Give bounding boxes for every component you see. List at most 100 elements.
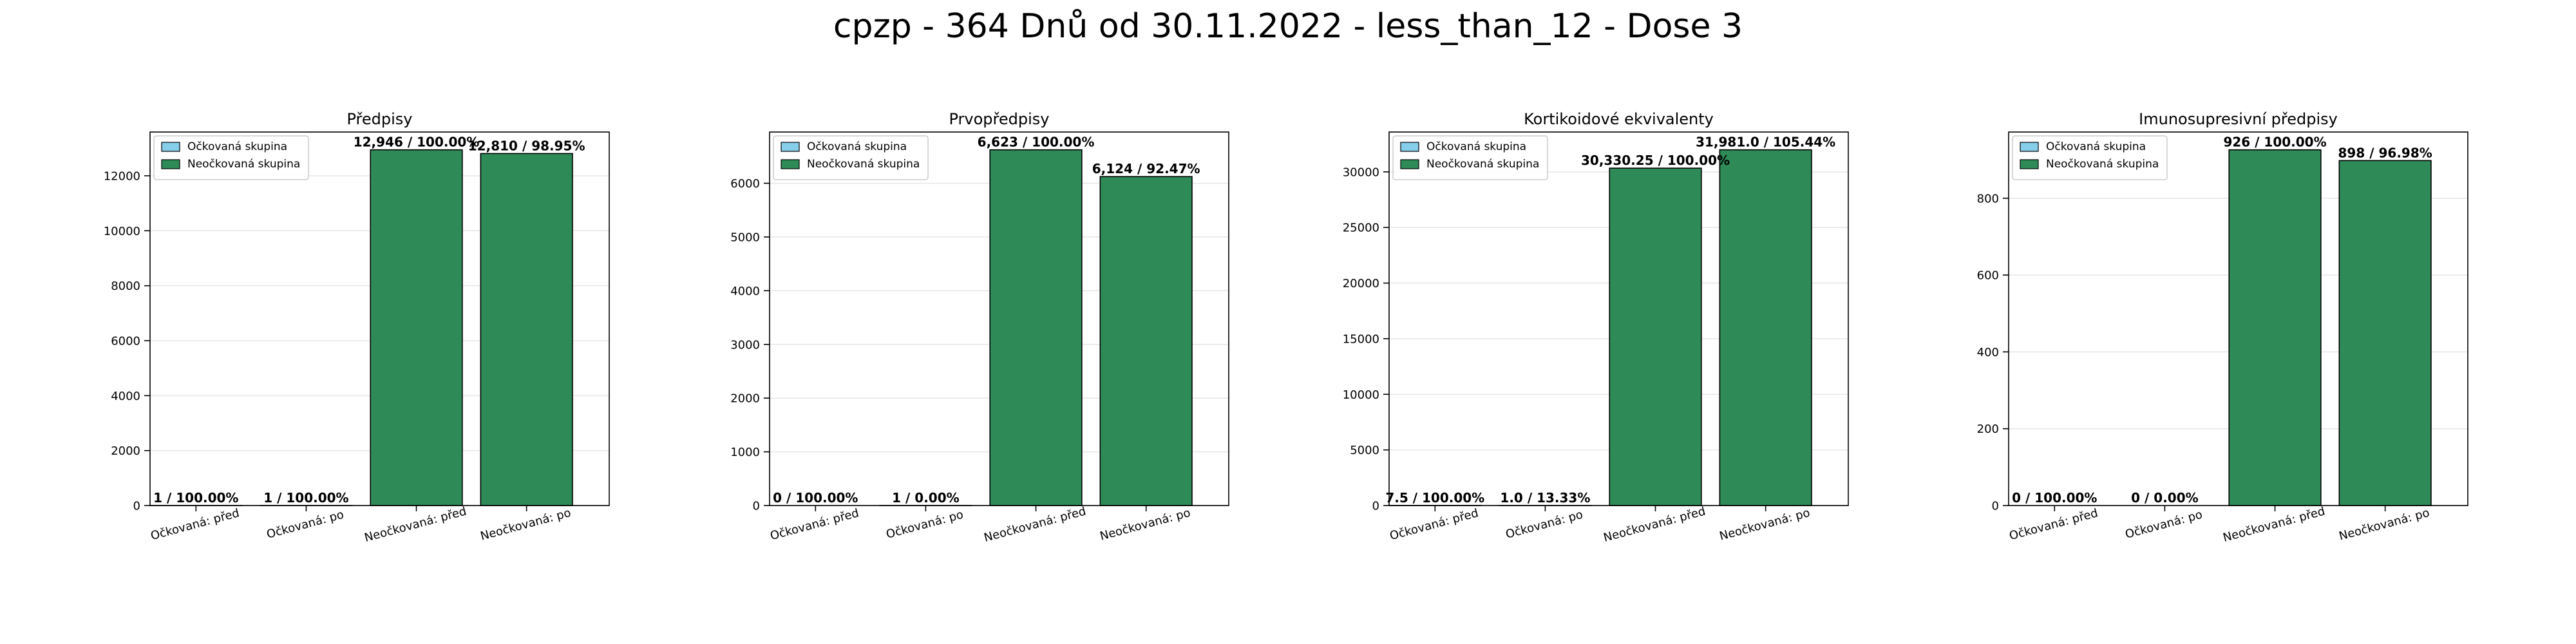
legend: Očkovaná skupina Neočkovaná skupina: [2012, 135, 2168, 180]
bar-value-label: 12,810 / 98.95%: [468, 138, 585, 153]
legend-swatch: [1400, 159, 1419, 169]
legend-swatch: [2020, 159, 2039, 169]
x-tick-label: Neočkovaná: před: [2222, 504, 2327, 544]
legend-label: Neočkovaná skupina: [807, 158, 920, 171]
y-tick-label: 800: [1977, 192, 1999, 205]
bar: [1719, 149, 1812, 506]
bar-value-label: 898 / 96.98%: [2338, 145, 2432, 160]
bar: [1099, 176, 1193, 506]
legend-swatch: [781, 142, 800, 152]
bar-value-label: 1 / 100.00%: [153, 490, 238, 506]
y-tick-label: 400: [1977, 346, 1999, 359]
x-tick-label: Neočkovaná: po: [1099, 506, 1192, 544]
chart-title: Kortikoidové ekvivalenty: [1524, 110, 1714, 128]
legend-label: Neočkovaná skupina: [2046, 158, 2159, 171]
x-tick-label: Neočkovaná: před: [363, 504, 468, 544]
y-tick-label: 10000: [1343, 388, 1379, 402]
y-tick-label: 8000: [111, 279, 140, 293]
y-tick-label: 6000: [730, 177, 760, 191]
legend-box: [773, 135, 929, 180]
y-tick-label: 0: [753, 500, 760, 513]
legend-label: Neočkovaná skupina: [1426, 158, 1539, 171]
chart-title: Imunosupresivní předpisy: [2139, 110, 2338, 128]
bar: [989, 149, 1083, 506]
chart-panel: 0 1000 2000 3000 4000 5000 6000 0 / 100.00% 1 / …: [730, 110, 1229, 545]
legend-box: [2012, 135, 2168, 180]
bar-value-label: 0 / 0.00%: [2131, 490, 2199, 506]
bar-value-label: 30,330.25 / 100.00%: [1581, 153, 1730, 168]
legend-swatch: [2020, 142, 2039, 152]
y-tick-label: 30000: [1343, 166, 1379, 179]
y-tick-label: 10000: [104, 225, 140, 238]
legend-label: Očkovaná skupina: [1426, 140, 1526, 153]
legend-label: Očkovaná skupina: [2046, 140, 2146, 153]
figure-title: cpzp - 364 Dnů od 30.11.2022 - less_than…: [833, 7, 1743, 46]
bar-value-label: 31,981.0 / 105.44%: [1696, 135, 1835, 150]
bar: [370, 149, 463, 506]
bar: [1609, 167, 1702, 506]
x-tick-label: Očkovaná: před: [149, 506, 241, 543]
y-tick-label: 200: [1977, 422, 1999, 436]
legend-box: [1392, 135, 1548, 180]
y-tick-label: 4000: [111, 390, 140, 403]
bar: [2228, 149, 2322, 506]
legend-swatch: [161, 142, 180, 152]
x-tick-label: Neočkovaná: po: [479, 506, 573, 544]
y-tick-label: 5000: [730, 231, 760, 244]
legend-label: Očkovaná skupina: [807, 140, 907, 153]
y-tick-label: 0: [1992, 500, 1999, 513]
x-tick-label: Neočkovaná: po: [2338, 506, 2431, 544]
chart-panel: 0 5000 10000 15000 20000 25000 30000 7.5 / 100.…: [1343, 110, 1849, 545]
y-tick-label: 2000: [730, 392, 760, 406]
chart-title: Prvopředpisy: [949, 110, 1050, 128]
axes-frame: [2008, 131, 2468, 506]
chart-panel: 0 2000 4000 6000 8000 10000 12000 1 / 100.00% 1 …: [104, 110, 610, 545]
bar-value-label: 7.5 / 100.00%: [1385, 490, 1484, 506]
y-tick-label: 6000: [111, 334, 140, 348]
legend: Očkovaná skupina Neočkovaná skupina: [773, 135, 929, 180]
y-tick-label: 0: [133, 500, 140, 513]
bar-value-label: 12,946 / 100.00%: [354, 135, 480, 150]
legend-swatch: [161, 159, 180, 169]
y-tick-label: 3000: [730, 338, 760, 352]
y-tick-label: 2000: [111, 444, 140, 458]
x-tick-label: Neočkovaná: před: [1602, 504, 1707, 544]
x-tick-label: Neočkovaná: před: [983, 504, 1088, 544]
x-tick-label: Očkovaná: po: [885, 508, 965, 542]
axes-frame: [149, 131, 610, 506]
x-tick-label: Očkovaná: po: [2124, 508, 2204, 542]
bar-value-label: 1.0 / 13.33%: [1500, 490, 1590, 506]
x-tick-label: Očkovaná: po: [1504, 508, 1584, 542]
x-tick-label: Neočkovaná: po: [1718, 506, 1812, 544]
x-tick-label: Očkovaná: před: [769, 506, 860, 543]
x-tick-label: Očkovaná: po: [265, 508, 345, 542]
y-tick-label: 20000: [1343, 277, 1379, 290]
legend-swatch: [1400, 142, 1419, 152]
bar-value-label: 0 / 100.00%: [2012, 490, 2097, 506]
y-tick-label: 12000: [104, 169, 140, 183]
bar-value-label: 1 / 100.00%: [263, 490, 348, 506]
axes-frame: [769, 131, 1229, 506]
x-tick-label: Očkovaná: před: [2008, 506, 2099, 543]
legend-box: [153, 135, 309, 180]
legend-swatch: [781, 159, 800, 169]
bar-value-label: 6,124 / 92.47%: [1092, 161, 1200, 176]
y-tick-label: 600: [1977, 269, 1999, 283]
chart-panel: 0 200 400 600 800 0 / 100.00% 0 / 0.00% 926 / 1…: [1977, 110, 2468, 545]
bar-value-label: 926 / 100.00%: [2223, 135, 2326, 150]
legend: Očkovaná skupina Neočkovaná skupina: [1392, 135, 1548, 180]
legend: Očkovaná skupina Neočkovaná skupina: [153, 135, 309, 180]
bar-value-label: 6,623 / 100.00%: [978, 135, 1095, 150]
y-tick-label: 0: [1372, 500, 1379, 513]
chart-title: Předpisy: [347, 110, 413, 128]
bar: [2338, 160, 2432, 506]
legend-label: Očkovaná skupina: [187, 140, 287, 153]
bar: [480, 153, 573, 506]
y-tick-label: 25000: [1343, 222, 1379, 235]
y-tick-label: 15000: [1343, 332, 1379, 346]
y-tick-label: 5000: [1350, 444, 1379, 457]
y-tick-label: 1000: [730, 446, 760, 459]
legend-label: Neočkovaná skupina: [187, 158, 300, 171]
